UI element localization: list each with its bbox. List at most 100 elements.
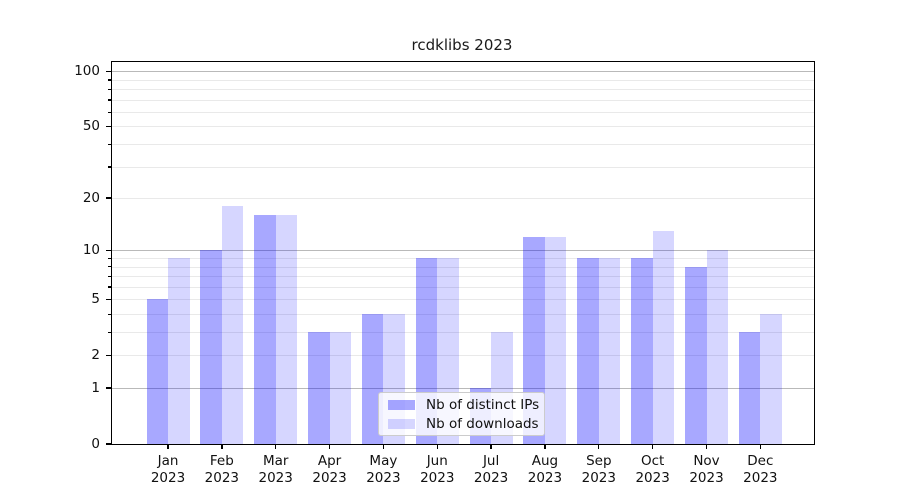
legend-item-distinct-ips: Nb of distinct IPs — [388, 397, 544, 413]
x-axis-tick — [382, 444, 385, 449]
x-axis-tick-year: 2023 — [150, 470, 186, 486]
bar-sep-ips — [577, 258, 599, 444]
x-axis-tick-year: 2023 — [473, 470, 509, 486]
x-axis-tick — [598, 444, 600, 449]
y-axis-minor-tick — [108, 298, 111, 301]
legend-item-downloads: Nb of downloads — [388, 416, 544, 432]
x-axis-tick-year: 2023 — [258, 470, 293, 486]
bar-oct-ips — [631, 258, 653, 444]
minor-gridline — [112, 258, 814, 260]
major-gridline — [112, 71, 814, 73]
minor-gridline — [112, 89, 814, 91]
bar-dec-downloads — [760, 314, 782, 444]
y-axis-minor-tick — [108, 197, 111, 200]
x-axis-tick-year: 2023 — [420, 470, 455, 486]
bar-jan-ips — [146, 299, 168, 444]
major-gridline — [112, 250, 814, 252]
x-axis-tick-label: Feb 2023 — [190, 453, 254, 487]
minor-gridline — [112, 99, 814, 101]
y-axis-minor-tick — [108, 79, 111, 81]
y-axis-minor-tick — [108, 331, 111, 333]
y-axis-tick-label: 0 — [91, 436, 100, 452]
x-axis-tick-year: 2023 — [312, 470, 347, 486]
bar-feb-downloads — [221, 206, 244, 444]
x-axis-tick-label: Nov 2023 — [675, 453, 739, 487]
y-axis-minor-tick — [108, 257, 111, 259]
bar-dec-ips — [738, 332, 761, 444]
y-axis-minor-tick — [108, 125, 111, 128]
minor-gridline — [112, 299, 814, 301]
y-axis-tick-label: 1 — [91, 380, 100, 397]
x-axis-tick-year: 2023 — [743, 470, 778, 486]
x-axis-tick-label: Apr 2023 — [298, 453, 362, 487]
legend-label-ips: Nb of distinct IPs — [426, 396, 540, 413]
x-axis-tick-label: May 2023 — [351, 453, 415, 487]
legend-swatch-ips-icon — [388, 399, 415, 410]
x-axis-tick-label: Aug 2023 — [513, 453, 577, 487]
y-axis-minor-tick — [108, 166, 111, 168]
bar-nov-ips — [685, 266, 707, 444]
x-axis-tick-year: 2023 — [527, 470, 563, 486]
bar-aug-downloads — [544, 236, 567, 444]
minor-gridline — [112, 79, 814, 81]
y-axis-minor-tick — [108, 88, 111, 90]
bar-apr-ips — [308, 332, 330, 444]
x-axis-tick-label: Sep 2023 — [567, 453, 631, 487]
x-axis-tick — [328, 444, 331, 449]
x-axis-tick-label: Mar 2023 — [244, 453, 308, 487]
y-axis-tick-label: 100 — [74, 63, 100, 80]
y-axis-tick-label: 50 — [82, 118, 100, 135]
x-axis-tick-year: 2023 — [635, 470, 670, 486]
bar-mar-downloads — [275, 215, 298, 444]
bar-oct-downloads — [652, 230, 675, 444]
minor-gridline — [112, 126, 814, 128]
x-axis-tick — [544, 444, 546, 449]
y-axis-minor-tick — [108, 275, 111, 277]
x-axis-tick-year: 2023 — [581, 470, 616, 486]
bar-nov-downloads — [706, 250, 728, 444]
y-axis-tick-label: 2 — [91, 347, 100, 364]
y-axis-tick-label: 5 — [91, 291, 100, 308]
minor-gridline — [112, 166, 814, 168]
legend: Nb of distinct IPs Nb of downloads — [378, 392, 545, 436]
y-axis-minor-tick — [108, 313, 111, 315]
major-gridline — [112, 388, 814, 390]
x-axis-tick-label: Jan 2023 — [136, 453, 200, 487]
x-axis-tick — [651, 444, 654, 449]
x-axis-tick — [490, 444, 492, 449]
minor-gridline — [112, 144, 814, 146]
chart-title: rcdklibs 2023 — [411, 36, 513, 54]
y-axis-tick-label: 10 — [82, 242, 100, 259]
x-axis-tick-year: 2023 — [366, 470, 401, 486]
minor-gridline — [112, 266, 814, 268]
x-axis-tick-label: Dec 2023 — [728, 453, 792, 487]
bar-feb-ips — [200, 250, 222, 444]
y-axis-minor-tick — [108, 111, 111, 113]
y-axis-tick-label: 20 — [82, 190, 100, 207]
minor-gridline — [112, 286, 814, 288]
bar-apr-downloads — [329, 332, 352, 444]
x-axis-tick — [759, 444, 762, 449]
x-axis-tick-label: Jun 2023 — [405, 453, 469, 487]
x-axis-tick — [221, 444, 223, 449]
y-axis-minor-tick — [108, 99, 111, 101]
minor-gridline — [112, 355, 814, 357]
x-axis-tick-year: 2023 — [204, 470, 240, 486]
legend-label-downloads: Nb of downloads — [426, 415, 539, 432]
y-axis-minor-tick — [108, 354, 111, 357]
y-axis-minor-tick — [108, 143, 111, 145]
minor-gridline — [112, 198, 814, 200]
x-axis-tick-label: Jul 2023 — [459, 453, 523, 487]
minor-gridline — [112, 112, 814, 114]
x-axis-tick-year: 2023 — [689, 470, 724, 486]
y-axis-tick — [106, 249, 111, 252]
bar-mar-ips — [254, 215, 276, 444]
x-axis-tick — [167, 444, 169, 449]
y-axis-tick — [106, 70, 111, 72]
x-axis-tick-label: Oct 2023 — [621, 453, 685, 487]
bar-jan-downloads — [168, 258, 190, 444]
plot-area: Nb of distinct IPs Nb of downloads 0 1 2 5 1… — [74, 61, 815, 486]
x-axis-tick — [436, 444, 438, 449]
legend-swatch-downloads-icon — [388, 418, 415, 429]
minor-gridline — [112, 314, 814, 316]
